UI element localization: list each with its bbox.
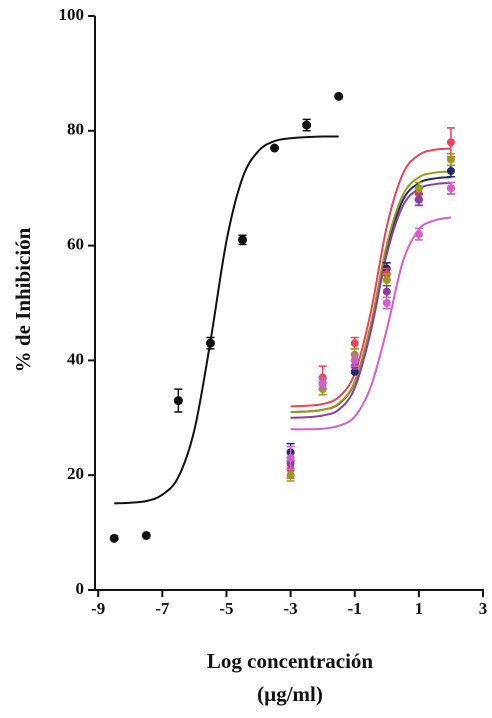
data-point xyxy=(286,471,295,480)
data-point xyxy=(286,453,295,462)
x-tick-label: -3 xyxy=(284,599,298,618)
y-tick-label: 60 xyxy=(67,235,84,254)
data-point xyxy=(141,530,151,540)
data-point xyxy=(173,396,183,406)
fit-curve xyxy=(290,182,452,419)
data-point xyxy=(350,356,359,365)
x-axis-unit: (µg/ml) xyxy=(257,682,323,706)
data-point xyxy=(414,230,423,239)
data-point xyxy=(446,184,455,193)
x-tick-label: -5 xyxy=(219,599,233,618)
data-point xyxy=(350,367,359,376)
data-point xyxy=(446,166,455,175)
x-axis-title: Log concentración xyxy=(207,649,374,673)
fit-curve xyxy=(290,176,452,414)
data-point xyxy=(238,235,248,245)
y-tick-label: 40 xyxy=(67,349,84,368)
y-tick-label: 0 xyxy=(76,579,85,598)
fit-curve xyxy=(290,147,452,408)
data-point xyxy=(205,338,215,348)
y-tick-label: 20 xyxy=(67,464,84,483)
data-point xyxy=(414,184,423,193)
data-point xyxy=(109,533,119,543)
data-point xyxy=(334,91,344,101)
fit-curve xyxy=(290,170,452,414)
data-point xyxy=(446,138,455,147)
y-tick-label: 100 xyxy=(59,5,85,24)
x-tick-label: -9 xyxy=(91,599,105,618)
x-tick-label: -7 xyxy=(155,599,170,618)
x-tick-label: -1 xyxy=(348,599,362,618)
data-point xyxy=(382,299,391,307)
fit-curve xyxy=(114,135,339,505)
data-point xyxy=(382,287,391,296)
data-point xyxy=(270,143,280,153)
y-axis-title: % de Inhibición xyxy=(11,227,35,372)
x-tick-label: 1 xyxy=(415,599,424,618)
data-point xyxy=(414,195,423,204)
data-point xyxy=(382,276,391,285)
data-point xyxy=(318,379,327,388)
fit-curve xyxy=(290,216,452,431)
data-point xyxy=(350,339,359,348)
data-point xyxy=(302,120,312,130)
data-point xyxy=(446,155,455,164)
y-tick-label: 80 xyxy=(67,120,84,139)
x-tick-label: 3 xyxy=(479,599,488,618)
